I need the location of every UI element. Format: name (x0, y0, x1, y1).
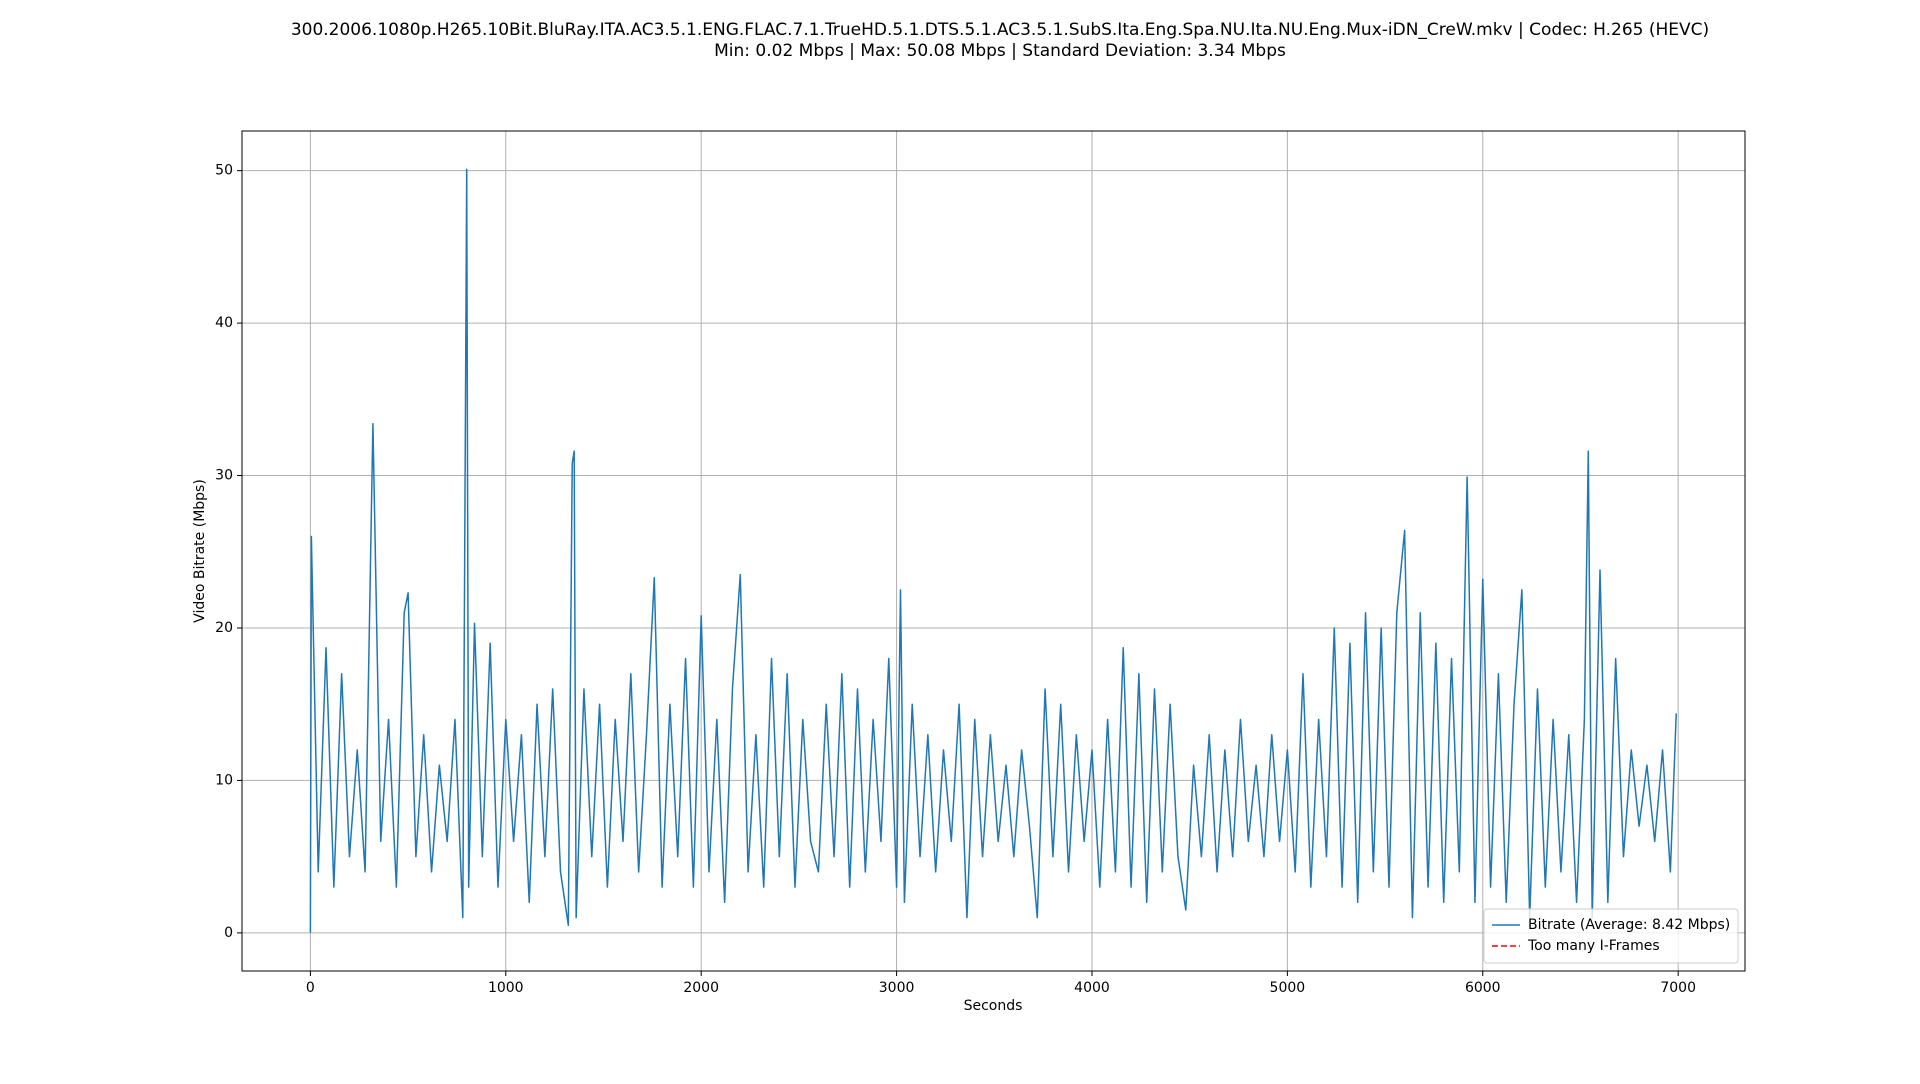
x-tick-label: 2000 (683, 980, 719, 996)
legend-label: Too many I-Frames (1527, 938, 1660, 954)
chart-subtitle: Min: 0.02 Mbps | Max: 50.08 Mbps | Stand… (714, 41, 1286, 61)
y-tick-label: 20 (215, 620, 233, 636)
x-tick-label: 7000 (1660, 980, 1696, 996)
y-tick-label: 40 (215, 315, 233, 331)
legend-label: Bitrate (Average: 8.42 Mbps) (1528, 917, 1730, 933)
plot-frame (241, 130, 1746, 972)
x-tick-label: 5000 (1270, 980, 1306, 996)
x-tick-label: 0 (306, 980, 315, 996)
x-tick-label: 3000 (879, 980, 915, 996)
x-tick-label: 1000 (488, 980, 524, 996)
y-axis-label: Video Bitrate (Mbps) (192, 479, 208, 623)
chart-title: 300.2006.1080p.H265.10Bit.BluRay.ITA.AC3… (291, 20, 1709, 40)
y-tick-label: 50 (215, 163, 233, 179)
y-tick-label: 30 (215, 468, 233, 484)
data-line (309, 168, 1677, 933)
x-axis-label: Seconds (964, 998, 1023, 1014)
y-tick-label: 10 (215, 772, 233, 788)
x-tick-label: 6000 (1465, 980, 1501, 996)
x-tick-label: 4000 (1074, 980, 1110, 996)
y-tick-label: 0 (224, 925, 233, 941)
legend-box (1483, 908, 1739, 964)
